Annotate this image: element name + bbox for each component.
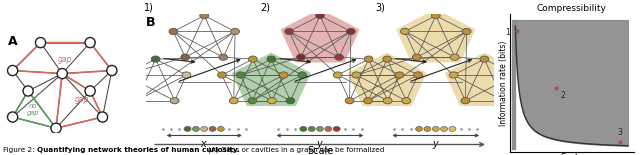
Text: 1): 1) [144, 2, 154, 12]
Circle shape [413, 72, 422, 78]
Circle shape [317, 126, 323, 131]
Circle shape [8, 65, 18, 76]
Circle shape [248, 98, 257, 104]
Circle shape [383, 56, 392, 62]
Text: 3): 3) [376, 2, 385, 12]
Circle shape [333, 126, 340, 131]
Circle shape [184, 126, 191, 131]
Circle shape [296, 54, 305, 60]
Circle shape [236, 72, 245, 78]
Text: no
gap: no gap [27, 103, 39, 116]
Circle shape [432, 126, 439, 131]
Polygon shape [348, 53, 427, 106]
Circle shape [201, 126, 208, 131]
Polygon shape [280, 9, 360, 62]
Circle shape [219, 54, 228, 60]
Circle shape [170, 98, 179, 104]
Circle shape [23, 86, 33, 96]
Circle shape [51, 123, 61, 133]
Circle shape [169, 28, 178, 35]
Circle shape [107, 65, 117, 76]
Circle shape [120, 72, 129, 78]
Text: Quantifying network theories of human curiosity.: Quantifying network theories of human cu… [37, 147, 243, 153]
Circle shape [180, 54, 189, 60]
Circle shape [364, 98, 372, 104]
Text: $y$: $y$ [316, 139, 324, 151]
Circle shape [449, 72, 458, 78]
Circle shape [346, 28, 355, 35]
Text: gap: gap [75, 95, 89, 104]
Circle shape [325, 126, 332, 131]
Circle shape [395, 72, 404, 78]
Circle shape [209, 126, 216, 131]
Text: A: A [8, 35, 18, 48]
Circle shape [451, 54, 460, 60]
Circle shape [402, 98, 411, 104]
Circle shape [308, 126, 315, 131]
Circle shape [424, 126, 431, 131]
Circle shape [461, 98, 470, 104]
Text: (A) Gaps or cavities in a graph can be formalized: (A) Gaps or cavities in a graph can be f… [208, 146, 385, 153]
Circle shape [200, 12, 209, 19]
Text: B: B [147, 16, 156, 29]
Text: 2: 2 [561, 91, 565, 100]
Y-axis label: Information rate (bits): Information rate (bits) [499, 40, 508, 126]
Text: $y$: $y$ [432, 139, 440, 151]
Text: gap: gap [58, 55, 72, 64]
Circle shape [431, 12, 440, 19]
Text: Figure 2:: Figure 2: [3, 147, 39, 153]
Title: Compressibility: Compressibility [536, 4, 607, 13]
Circle shape [35, 38, 45, 48]
Circle shape [300, 126, 307, 131]
Circle shape [335, 54, 344, 60]
Circle shape [97, 112, 108, 122]
Circle shape [85, 86, 95, 96]
Text: Scale: Scale [307, 146, 333, 155]
Circle shape [449, 126, 456, 131]
Polygon shape [396, 9, 476, 62]
Circle shape [441, 126, 447, 131]
Circle shape [85, 38, 95, 48]
Circle shape [151, 56, 160, 62]
Circle shape [8, 112, 18, 122]
Circle shape [193, 126, 199, 131]
Circle shape [412, 54, 421, 60]
Polygon shape [445, 53, 524, 106]
Circle shape [298, 72, 307, 78]
Circle shape [364, 56, 373, 62]
Text: $x$: $x$ [200, 139, 208, 149]
Circle shape [352, 72, 361, 78]
Text: 3: 3 [617, 128, 622, 137]
Circle shape [182, 72, 191, 78]
Circle shape [230, 28, 239, 35]
Circle shape [499, 98, 508, 104]
Circle shape [415, 126, 422, 131]
Circle shape [383, 98, 392, 104]
Polygon shape [232, 53, 311, 106]
X-axis label: Scale: Scale [560, 153, 583, 155]
Circle shape [218, 126, 225, 131]
Circle shape [279, 72, 288, 78]
Circle shape [286, 98, 295, 104]
Circle shape [218, 72, 227, 78]
Circle shape [511, 72, 520, 78]
Circle shape [333, 72, 342, 78]
Circle shape [316, 12, 324, 19]
Circle shape [401, 28, 410, 35]
Circle shape [267, 56, 276, 62]
Circle shape [229, 98, 238, 104]
Circle shape [132, 98, 141, 104]
Circle shape [462, 28, 471, 35]
Circle shape [480, 56, 489, 62]
Circle shape [268, 98, 276, 104]
Circle shape [248, 56, 257, 62]
Text: 2): 2) [260, 2, 270, 12]
Text: 1: 1 [505, 28, 509, 37]
Circle shape [345, 98, 354, 104]
Circle shape [285, 28, 294, 35]
Circle shape [57, 69, 67, 79]
